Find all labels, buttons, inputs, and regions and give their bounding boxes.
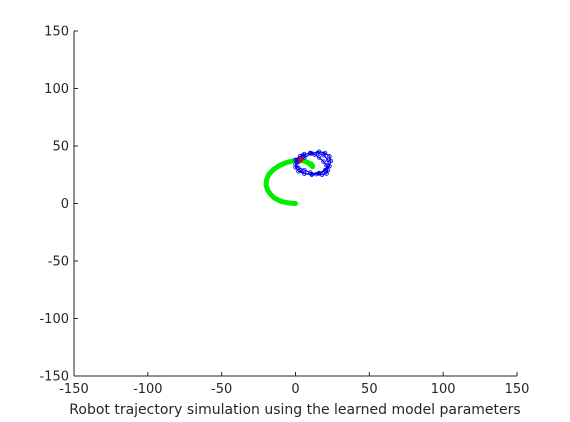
- blue-trajectory-point: [293, 162, 298, 167]
- blue-trajectory-point: [302, 155, 307, 160]
- blue-trajectory-point: [325, 167, 331, 173]
- x-tick-label: 0: [291, 382, 299, 397]
- x-tick-label: -100: [133, 382, 163, 397]
- blue-trajectory-point: [297, 167, 303, 173]
- blue-trajectory-point: [328, 158, 334, 164]
- blue-trajectory-point: [321, 159, 326, 164]
- y-tick-label: -150: [39, 370, 69, 385]
- blue-trajectory-point: [316, 155, 322, 160]
- x-tick-label: 150: [505, 382, 530, 397]
- blue-trajectory-point: [322, 168, 328, 173]
- x-tick-label: -150: [59, 382, 89, 397]
- blue-trajectory-point: [309, 151, 314, 156]
- blue-trajectory-point: [302, 171, 307, 176]
- x-ticks: -150 -100 -50 0 50 100 150: [59, 372, 529, 397]
- blue-trajectory-point: [316, 171, 322, 176]
- y-tick-label: 100: [44, 82, 69, 97]
- blue-trajectory-point: [293, 165, 298, 170]
- y-tick-label: 0: [61, 197, 69, 212]
- blue-trajectory-point: [316, 149, 322, 154]
- blue-trajectory-point: [293, 157, 298, 162]
- start-marker: [298, 157, 304, 163]
- series-layer: [263, 149, 334, 206]
- x-tick-label: -50: [211, 382, 232, 397]
- y-tick-label: -100: [39, 312, 69, 327]
- y-tick-label: 50: [52, 140, 69, 155]
- blue-trajectory-point: [309, 172, 314, 177]
- y-tick-label: 150: [44, 25, 69, 40]
- blue-trajectory-point: [324, 163, 329, 168]
- y-tick-label: -50: [48, 255, 69, 270]
- blue-trajectory-point: [322, 150, 328, 156]
- blue-trajectory-point: [327, 154, 332, 159]
- green-trajectory-line: [263, 157, 315, 206]
- x-axis-label: Robot trajectory simulation using the le…: [69, 402, 520, 418]
- x-tick-label: 50: [361, 382, 378, 397]
- x-tick-label: 100: [431, 382, 456, 397]
- blue-trajectory-point: [327, 163, 332, 169]
- y-ticks: -150 -100 -50 0 50 100 150: [39, 25, 78, 385]
